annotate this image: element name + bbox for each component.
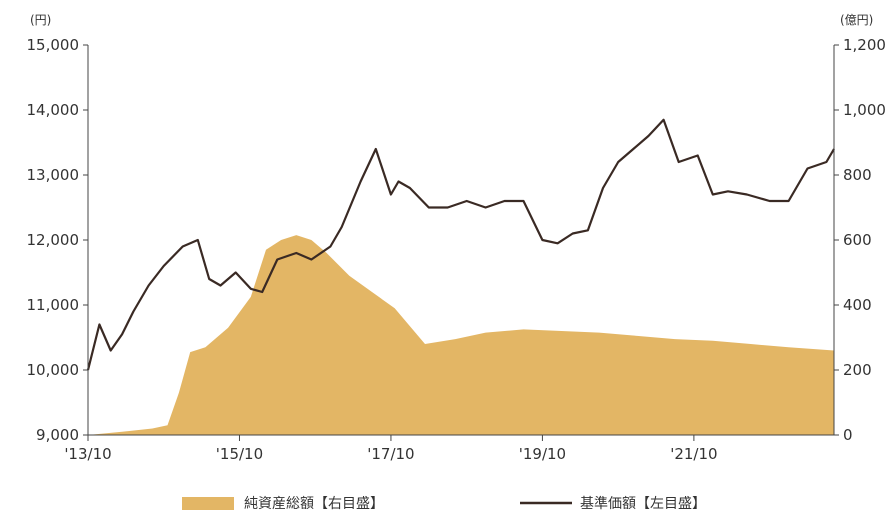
right-axis-unit: (億円): [840, 13, 873, 27]
net-assets-area: [88, 235, 834, 435]
x-tick-label: '15/10: [216, 445, 263, 463]
right-tick-label: 0: [843, 426, 853, 444]
right-tick-label: 800: [843, 166, 872, 184]
x-tick-label: '21/10: [670, 445, 717, 463]
x-tick-label: '13/10: [64, 445, 111, 463]
left-tick-label: 13,000: [27, 166, 80, 184]
x-tick-label: '19/10: [519, 445, 566, 463]
legend-label-net-assets: 純資産総額【右目盛】: [244, 496, 384, 512]
left-tick-label: 12,000: [27, 231, 80, 249]
legend: 純資産総額【右目盛】 基準価額【左目盛】: [182, 495, 706, 512]
left-tick-label: 15,000: [27, 36, 80, 54]
right-axis: 1,200 1,000 800 600 400 200 0: [834, 36, 886, 444]
left-tick-label: 14,000: [27, 101, 80, 119]
left-axis: 15,000 14,000 13,000 12,000 11,000 10,000 9,00…: [27, 36, 88, 444]
right-tick-label: 400: [843, 296, 872, 314]
legend-label-nav: 基準価額【左目盛】: [580, 495, 706, 512]
left-tick-label: 11,000: [27, 296, 80, 314]
nav-line: [86, 118, 835, 371]
x-axis: '13/10 '15/10 '17/10 '19/10 '21/10: [64, 435, 718, 463]
right-tick-label: 600: [843, 231, 872, 249]
legend-swatch-net-assets: [182, 497, 234, 510]
left-tick-label: 10,000: [27, 361, 80, 379]
right-tick-label: 1,000: [843, 101, 886, 119]
left-axis-unit: (円): [30, 13, 51, 27]
x-tick-label: '17/10: [367, 445, 414, 463]
right-tick-label: 1,200: [843, 36, 886, 54]
left-tick-label: 9,000: [36, 426, 79, 444]
right-tick-label: 200: [843, 361, 872, 379]
